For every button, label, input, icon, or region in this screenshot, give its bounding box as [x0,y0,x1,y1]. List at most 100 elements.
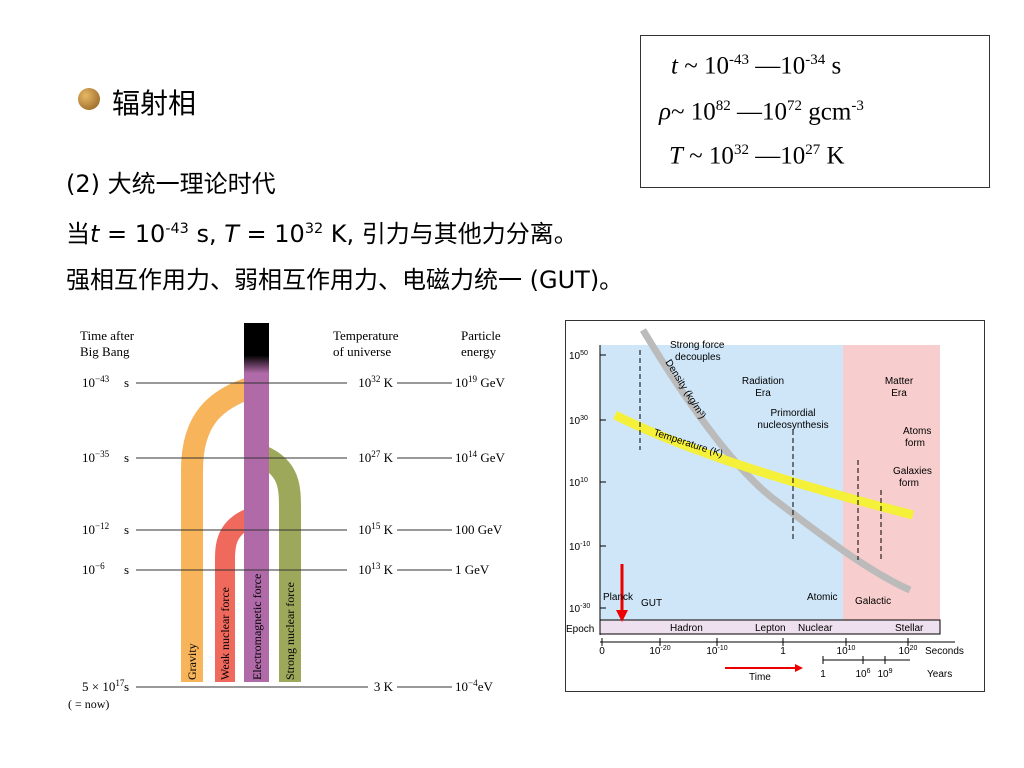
y-tick-label-part: 50 [580,350,588,357]
x-tick-label: 10-10 [706,645,727,657]
annotation: Radiation [742,376,784,387]
energy-label: 100 GeV [455,522,503,537]
box-line: t ~ 10-43 ―10-34 s [671,52,842,80]
force-label: Strong nuclear force [283,582,297,680]
temperature-label-part: 10 [358,562,371,577]
force-label: Electromagnetic force [250,574,264,680]
time-label-part: s [124,375,129,390]
y-tick-label: 1050 [569,350,588,362]
epoch-label: Hadron [670,623,703,634]
annotation: Era [755,388,771,399]
history-figure: Strong force decouples Density (kg/m³) T… [565,320,985,692]
column-header: energy [461,344,497,359]
annotation: Galactic [855,596,891,607]
y-tick-label-part: 10 [580,477,588,484]
temperature-label: 1013 K [358,561,393,577]
energy-label-part: 1 GeV [455,562,490,577]
time-label: 10−12 s [82,521,129,537]
temperature-label-part: 3 K [374,679,394,694]
x-tick-label: 1 [780,646,786,657]
strong-band [257,445,301,682]
annotation: Planck [603,592,634,603]
energy-label-part: −4 [468,678,478,688]
y-tick-label-part: -10 [580,541,590,548]
x-tick-label-part: 0 [599,646,605,657]
y-tick-label-part: 10 [569,604,581,615]
y-tick-label: 1010 [569,477,588,489]
time-label-part: 10 [82,562,95,577]
epoch-label: Stellar [895,623,924,634]
x-tick-label-part: -20 [661,645,671,652]
time-label-part: 10 [82,522,95,537]
x-tick-label-part: -10 [718,645,728,652]
force-label: Weak nuclear force [218,587,232,680]
time-label: Time [749,672,771,683]
y-tick-label-part: 10 [569,478,581,489]
y-tick-label: 10-10 [569,541,590,553]
temperature-label-part: 32 [371,374,381,384]
text-line: 当t = 10-43 s, T = 1032 K, 引力与其他力分离。 [66,220,578,248]
time-label-part: −35 [95,449,110,459]
temperature-label-part: 10 [358,522,371,537]
energy-label: 1 GeV [455,562,490,577]
x-axis-title: Seconds [925,646,964,657]
x-tick-label-part: 20 [910,645,918,652]
epoch-label: Nuclear [798,623,833,634]
temperature-label: 3 K [374,679,394,694]
x-tick-label: 1010 [837,645,856,657]
time-label-part: s [124,522,129,537]
energy-label: 1014 GeV [455,449,506,465]
energy-label-part: 10 [455,375,468,390]
bullet-icon [78,88,100,110]
temperature-label: 1027 K [358,449,393,465]
years-tick-label-part: 10 [877,669,889,680]
energy-label-part: GeV [477,375,505,390]
annotation: Atoms [903,426,931,437]
energy-label-part: 10 [455,679,468,694]
gravity-band [181,375,260,682]
column-header: of universe [333,344,391,359]
years-tick-label-part: 6 [867,668,871,675]
energy-label: 10−4eV [455,678,493,694]
temperature-label-part: K [380,375,393,390]
force-label: Gravity [185,643,199,680]
annotation: Primordial [770,408,815,419]
y-tick-label: 10-30 [569,603,590,615]
now-label: ( = now) [68,697,109,711]
time-label-part: s [124,679,129,694]
annotation: Atomic [807,592,838,603]
time-label-part: 17 [115,678,125,688]
x-tick-label-part: 10 [837,646,849,657]
annotation: decouples [675,352,721,363]
x-tick-label-part: 10 [848,645,856,652]
box-line: T ~ 1032 ―1027 K [669,142,845,170]
time-label-part: 10 [82,450,95,465]
annotation: GUT [641,598,662,609]
years-tick-label: 106 [855,668,870,680]
annotation: form [905,438,925,449]
x-tick-label: 1020 [899,645,918,657]
x-tick-label-part: 10 [899,646,911,657]
box-line: ρ~ 1082 ―1072 gcm-3 [659,98,864,126]
red-arrowhead [616,610,628,622]
temperature-label-part: K [380,450,393,465]
y-tick-label-part: 30 [580,415,588,422]
years-tick-label-part: 9 [889,668,893,675]
epoch-row [599,619,941,635]
column-header: Particle [461,328,501,343]
column-header: Temperature [333,328,399,343]
temperature-label-part: 15 [371,521,381,531]
heading: (2) 大统一理论时代 [66,170,276,198]
y-tick-label-part: 10 [569,542,581,553]
matter-region [843,345,940,620]
density-curve [639,328,912,594]
temperature-label-part: 13 [371,561,381,571]
temperature-label: 1032 K [358,374,393,390]
energy-label-part: eV [478,679,494,694]
y-tick-label-part: 10 [569,416,581,427]
time-arrowhead [795,664,803,672]
y-tick-label-part: 10 [569,351,581,362]
time-label: 10−35 s [82,449,129,465]
